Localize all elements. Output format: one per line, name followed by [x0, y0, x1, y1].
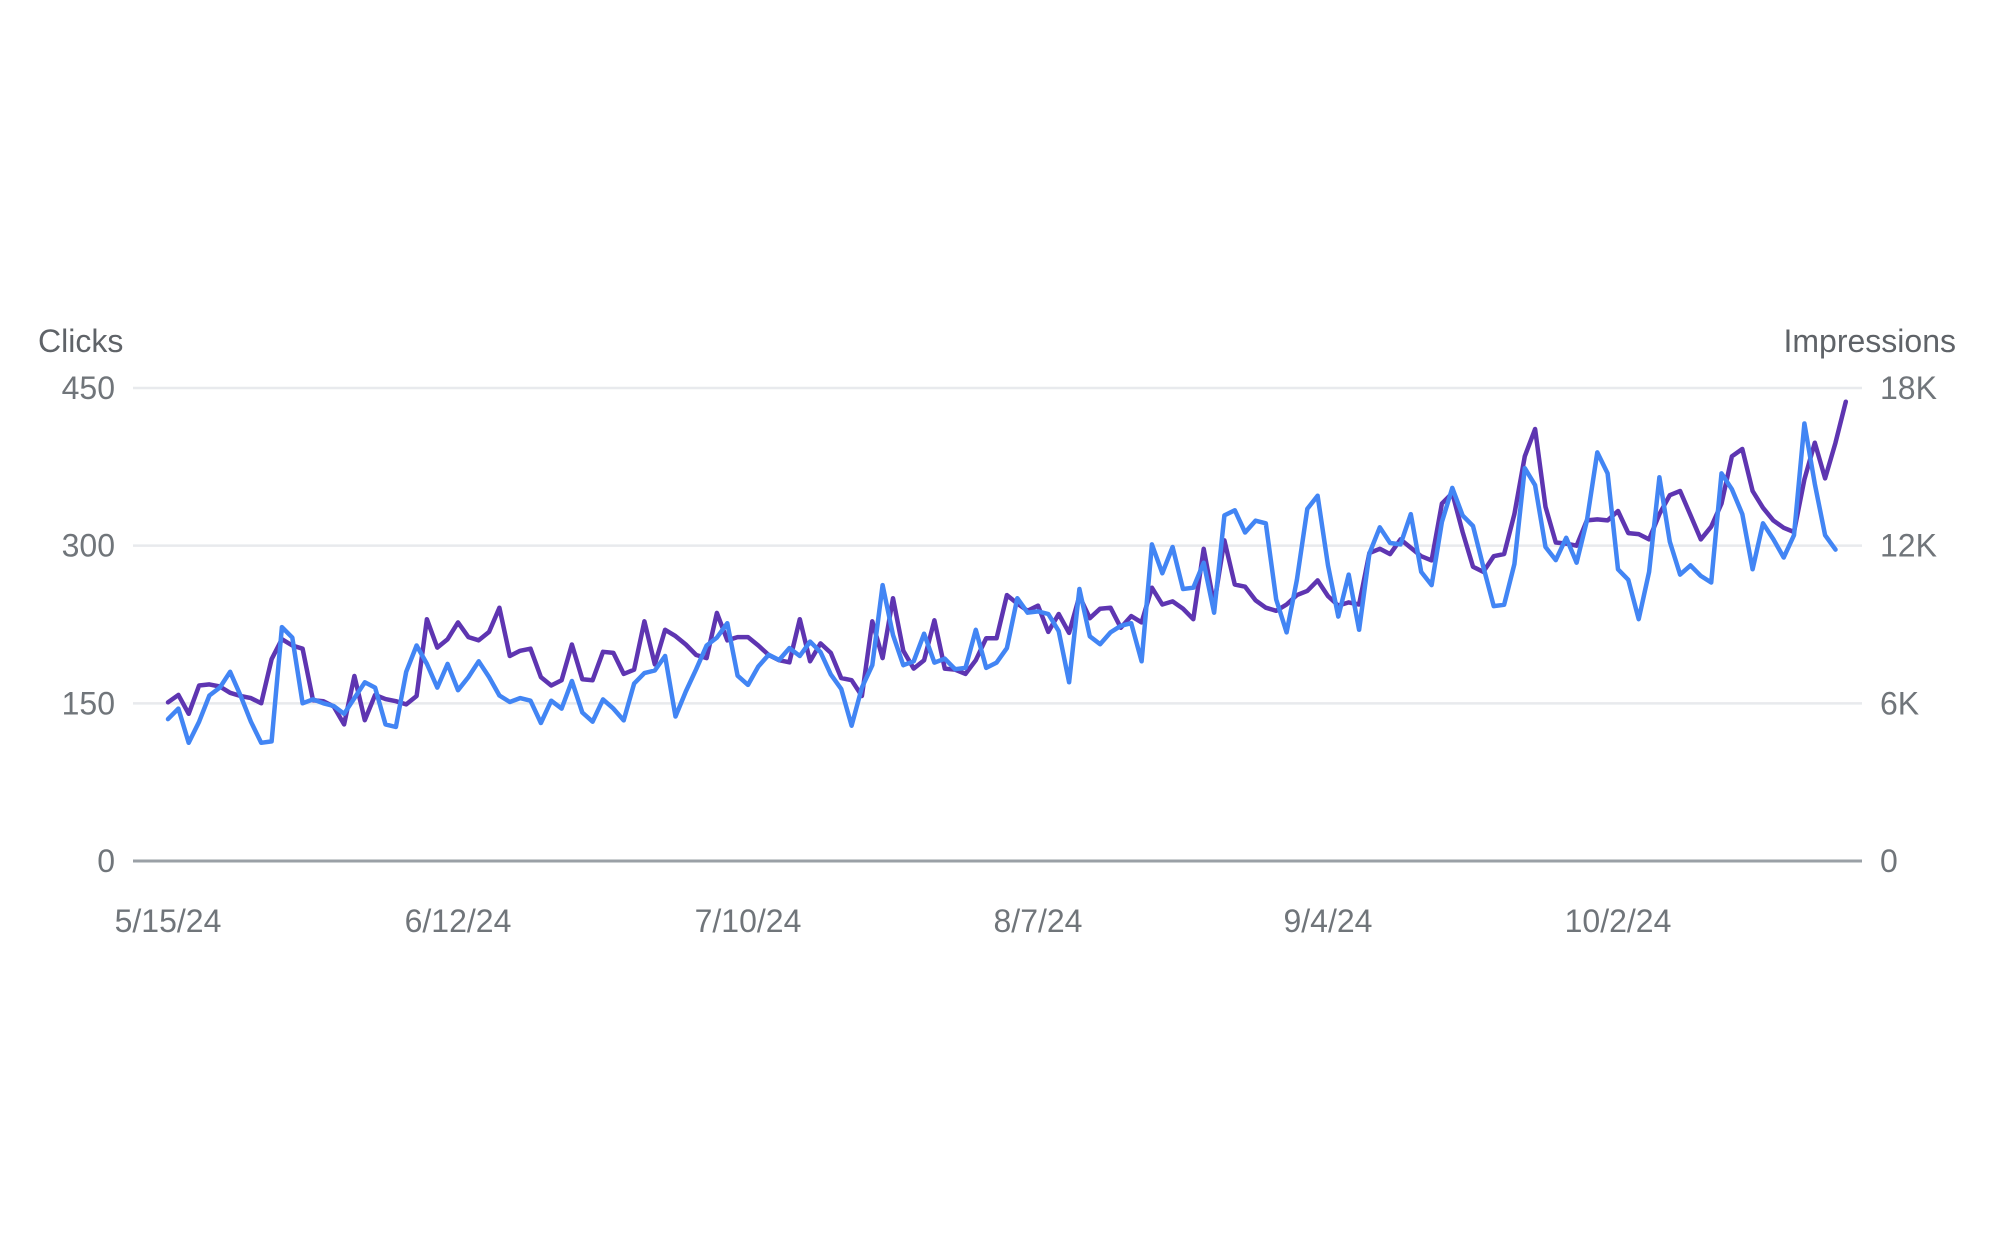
x-tick-label: 7/10/24: [695, 903, 802, 939]
series-line-clicks: [165, 399, 1849, 727]
x-axis-ticks: 5/15/24 6/12/24 7/10/24 8/7/24 9/4/24 10/2/24: [115, 903, 1672, 939]
x-tick-label: 5/15/24: [115, 903, 222, 939]
right-tick-label: 0: [1880, 843, 1898, 879]
right-tick-label: 18K: [1880, 370, 1937, 406]
x-tick-label: 10/2/24: [1565, 903, 1672, 939]
left-axis-title: Clicks: [38, 323, 123, 359]
x-tick-label: 9/4/24: [1283, 903, 1372, 939]
left-tick-label: 450: [62, 370, 115, 406]
left-axis-ticks: 0 150 300 450: [62, 370, 115, 879]
left-tick-label: 150: [62, 685, 115, 721]
gridlines: [133, 386, 1862, 863]
left-tick-label: 0: [97, 843, 115, 879]
right-axis-title: Impressions: [1784, 323, 1957, 359]
right-tick-label: 6K: [1880, 685, 1919, 721]
right-axis-ticks: 0 6K 12K 18K: [1880, 370, 1937, 879]
x-tick-label: 6/12/24: [405, 903, 512, 939]
right-tick-label: 12K: [1880, 528, 1937, 564]
series-line-impressions: [165, 421, 1838, 746]
x-tick-label: 8/7/24: [994, 903, 1083, 939]
left-tick-label: 300: [62, 528, 115, 564]
series-lines: [165, 399, 1849, 746]
